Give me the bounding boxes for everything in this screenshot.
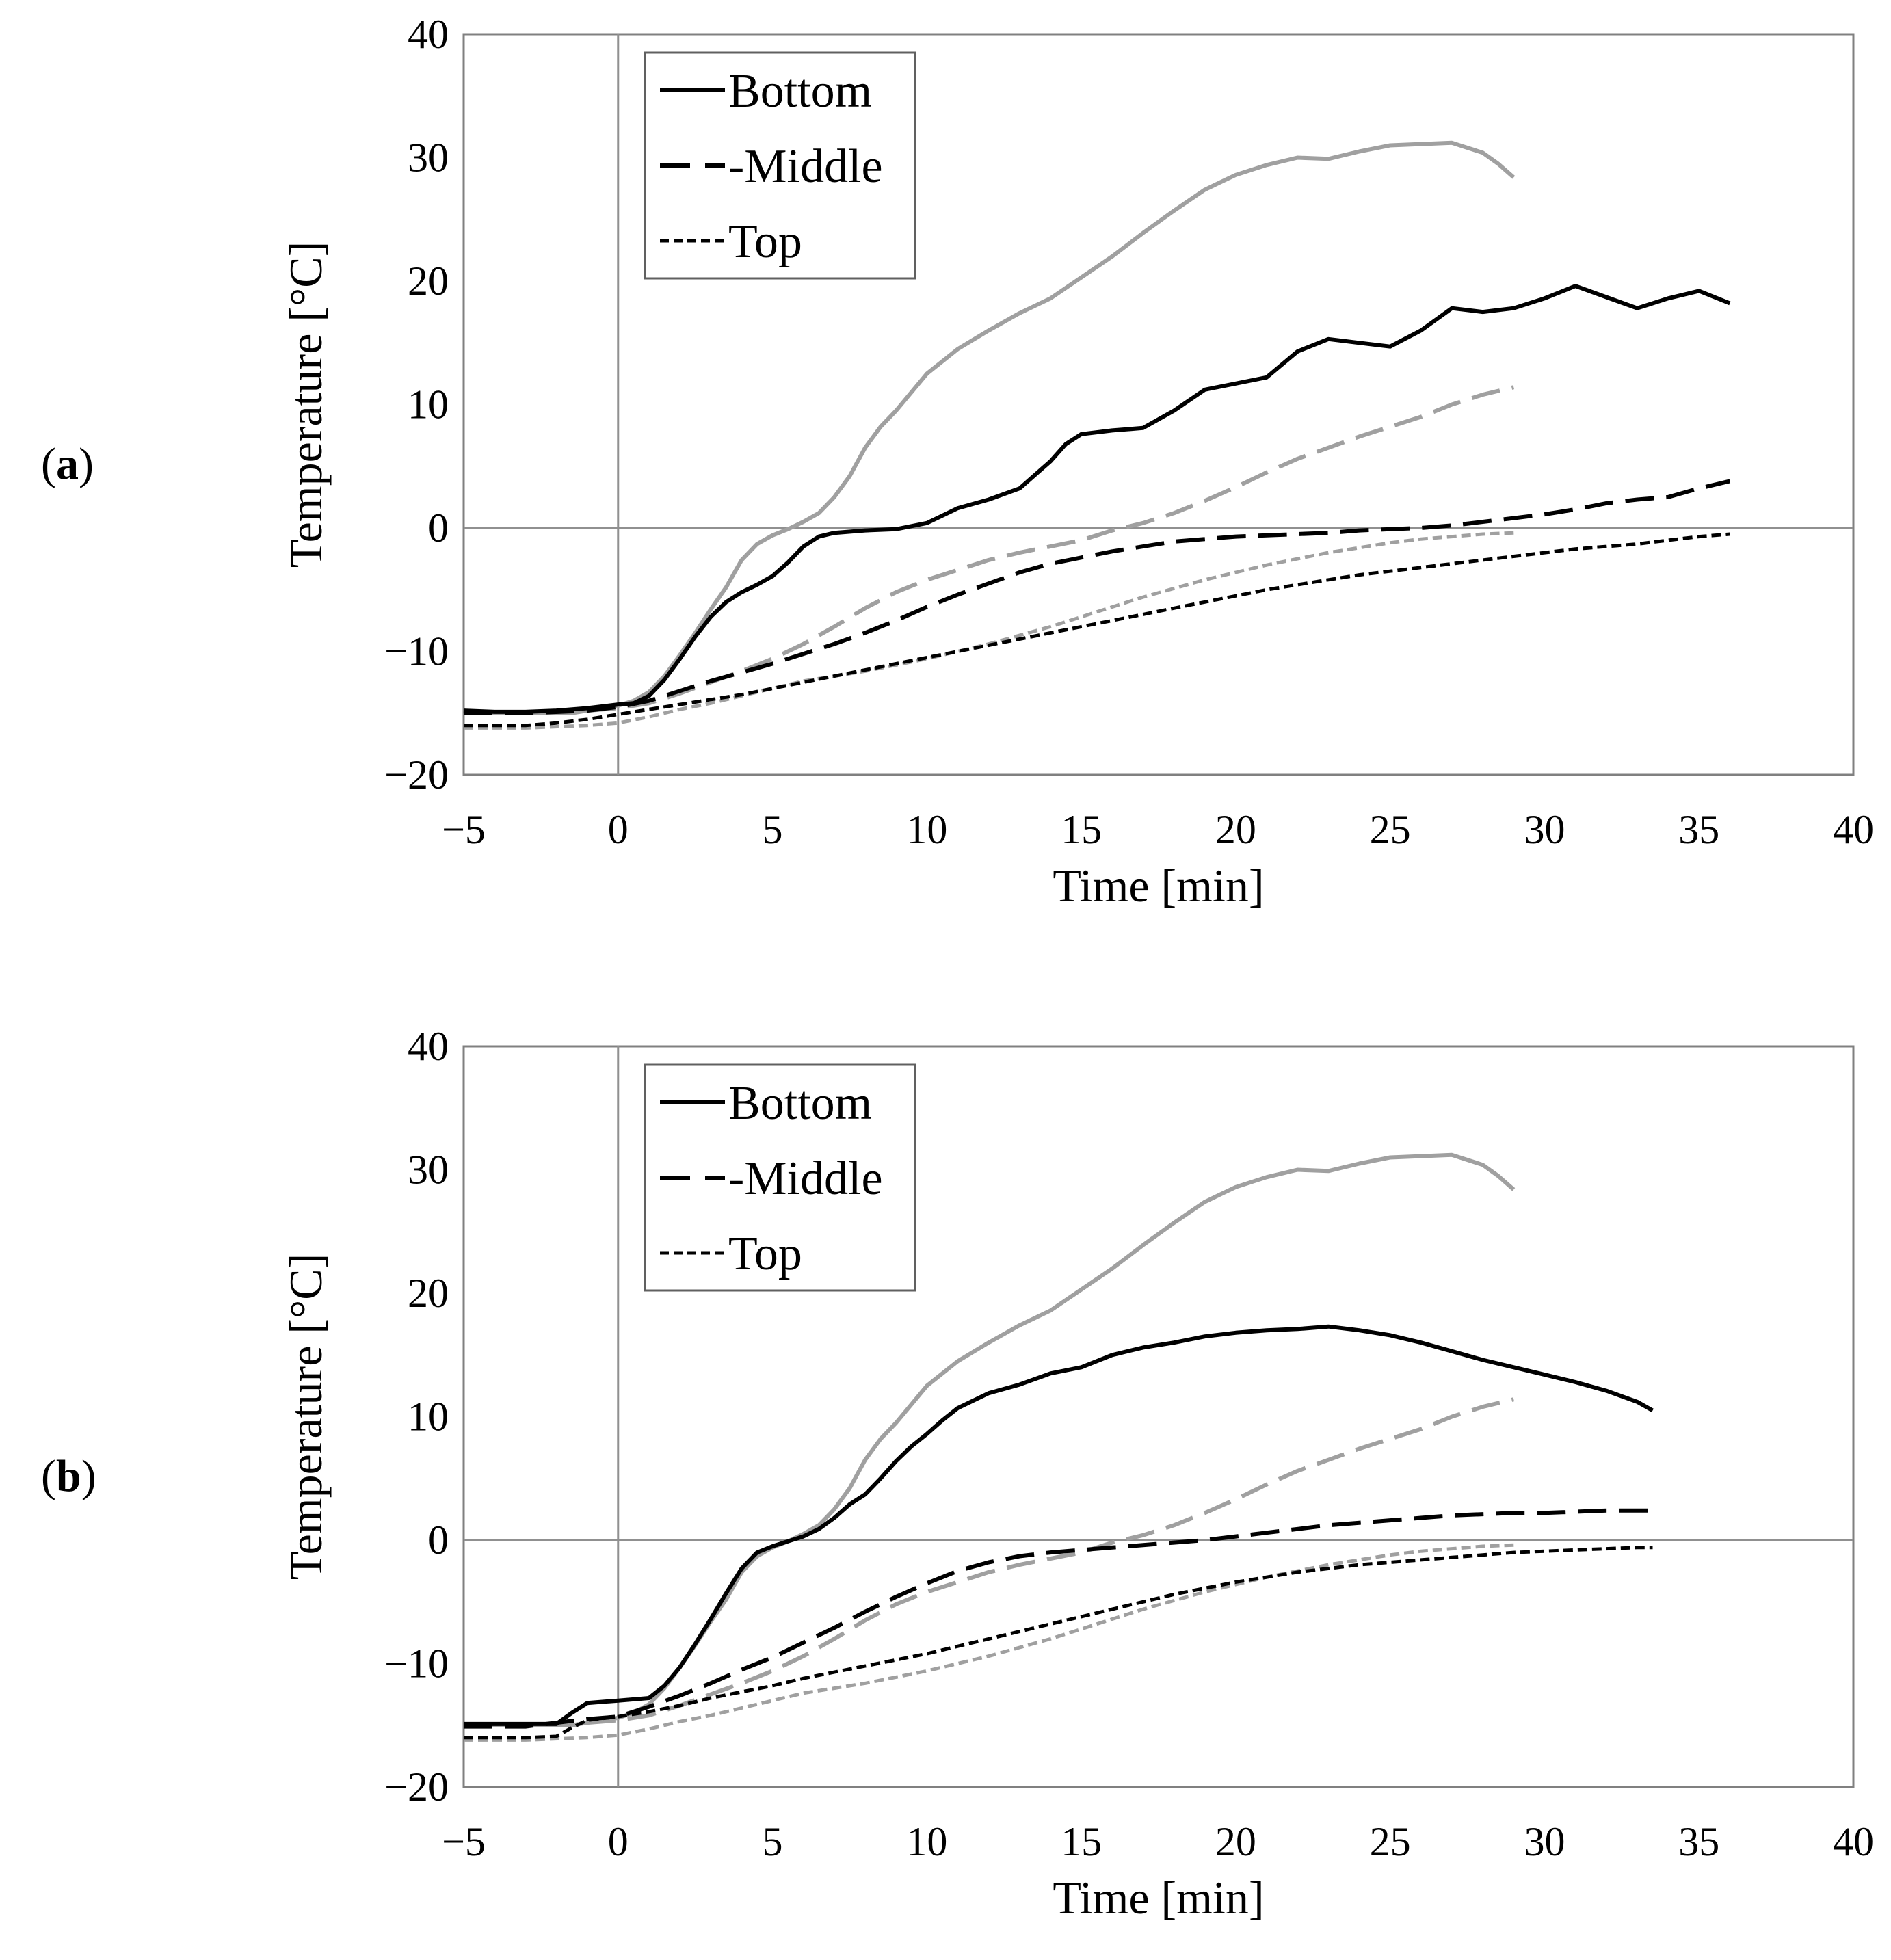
series-line-middle bbox=[464, 1508, 1653, 1729]
series-line-bottom-reference bbox=[464, 140, 1516, 715]
panel-b: −20 −10 0 10 20 30 40 −5 0 5 10 15 20 25 30 35 40 Time [m… bbox=[41, 1024, 1874, 1924]
y-tick-label: 10 bbox=[408, 1394, 449, 1440]
legend-label: -Middle bbox=[728, 140, 883, 193]
series-line-bottom bbox=[463, 284, 1731, 714]
x-tick-label: 35 bbox=[1678, 1819, 1719, 1864]
x-tick-label: −5 bbox=[442, 1819, 486, 1864]
plot-area bbox=[462, 1045, 1855, 1788]
x-tick-label: 20 bbox=[1215, 807, 1256, 852]
y-tick-label: 10 bbox=[408, 382, 449, 427]
series-line-middle-reference bbox=[464, 385, 1515, 715]
legend-label: -Middle bbox=[728, 1152, 883, 1205]
x-axis-title: Time [min] bbox=[1053, 860, 1264, 912]
y-tick-label: −20 bbox=[384, 752, 449, 797]
x-tick-label: 5 bbox=[763, 807, 783, 852]
panel-label: (a) bbox=[41, 439, 94, 489]
legend-label: Bottom bbox=[728, 65, 872, 118]
y-tick-label: 30 bbox=[408, 135, 449, 181]
legend: Bottom -Middle Top bbox=[644, 51, 916, 280]
y-tick-label: 0 bbox=[428, 1518, 449, 1563]
legend-label: Bottom bbox=[728, 1077, 872, 1130]
legend: Bottom -Middle Top bbox=[644, 1063, 916, 1292]
y-tick-label: 40 bbox=[408, 12, 449, 57]
y-tick-label: −10 bbox=[384, 629, 449, 674]
y-tick-label: 30 bbox=[408, 1148, 449, 1193]
series-line-bottom-reference bbox=[464, 1152, 1516, 1727]
series-line-middle bbox=[464, 479, 1731, 715]
y-tick-label: −20 bbox=[384, 1764, 449, 1810]
y-tick-label: −10 bbox=[384, 1641, 449, 1686]
x-tick-label: 0 bbox=[608, 1819, 629, 1864]
x-tick-label: 15 bbox=[1061, 807, 1102, 852]
panel-label: (b) bbox=[41, 1451, 96, 1501]
y-tick-label: 0 bbox=[428, 505, 449, 551]
x-tick-label: −5 bbox=[442, 807, 486, 852]
x-tick-label: 35 bbox=[1678, 807, 1719, 852]
x-tick-label: 25 bbox=[1370, 807, 1411, 852]
x-tick-label: 40 bbox=[1833, 807, 1874, 852]
x-tick-label: 0 bbox=[608, 807, 629, 852]
x-tick-label: 15 bbox=[1061, 1819, 1102, 1864]
x-tick-label: 10 bbox=[906, 1819, 947, 1864]
x-tick-label: 25 bbox=[1370, 1819, 1411, 1864]
x-tick-label: 40 bbox=[1833, 1819, 1874, 1864]
y-axis-title: Temperature [°C] bbox=[280, 1254, 332, 1580]
series-line-top-reference bbox=[464, 1543, 1514, 1742]
x-tick-label: 5 bbox=[763, 1819, 783, 1864]
x-tick-label: 10 bbox=[906, 807, 947, 852]
x-axis-title: Time [min] bbox=[1053, 1872, 1264, 1924]
y-axis-title: Temperature [°C] bbox=[280, 241, 332, 568]
panel-a: −20 −10 0 10 20 30 40 −5 0 5 10 15 20 25 30 35 40 Time [m… bbox=[41, 12, 1874, 912]
y-tick-label: 20 bbox=[408, 1271, 449, 1316]
series-line-bottom bbox=[464, 1324, 1654, 1726]
x-tick-label: 30 bbox=[1524, 807, 1565, 852]
panel-letter: b bbox=[56, 1451, 81, 1501]
y-tick-label: 20 bbox=[408, 259, 449, 304]
x-tick-label: 30 bbox=[1524, 1819, 1565, 1864]
x-tick-label: 20 bbox=[1215, 1819, 1256, 1864]
series-line-top-reference bbox=[464, 531, 1514, 730]
panel-letter: a bbox=[56, 439, 79, 489]
legend-label: Top bbox=[728, 215, 802, 268]
y-tick-label: 40 bbox=[408, 1024, 449, 1069]
series-line-top bbox=[464, 1546, 1653, 1740]
plot-area bbox=[462, 33, 1855, 776]
series-line-top bbox=[464, 532, 1730, 728]
legend-label: Top bbox=[728, 1228, 802, 1280]
